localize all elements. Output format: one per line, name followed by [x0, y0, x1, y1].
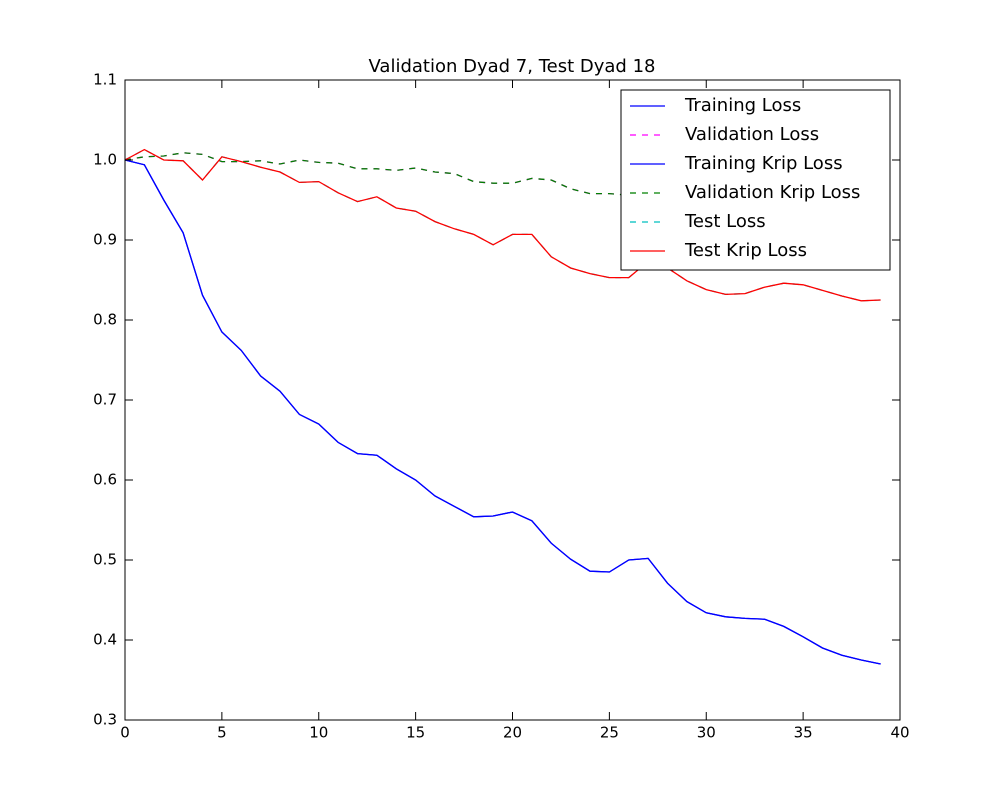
y-tick-label: 1.1	[93, 71, 117, 89]
x-tick-label: 25	[600, 724, 619, 742]
x-tick-label: 30	[697, 724, 716, 742]
line-series	[124, 148, 881, 302]
line-series	[124, 159, 881, 665]
chart-title: Validation Dyad 7, Test Dyad 18	[369, 56, 656, 77]
x-tick-label: 15	[406, 724, 425, 742]
legend: Training Loss Validation Loss Training Kri…	[620, 89, 891, 271]
legend-label: Test Loss	[684, 211, 766, 232]
y-tick-label: 1.0	[93, 151, 117, 169]
y-tick-label: 0.8	[93, 311, 117, 329]
legend-label: Test Krip Loss	[684, 240, 807, 261]
x-tick-label: 40	[890, 724, 909, 742]
y-tick-label: 0.6	[93, 471, 117, 489]
legend-label: Validation Loss	[685, 124, 819, 145]
x-tick-label: 35	[794, 724, 813, 742]
x-tick-label: 0	[120, 724, 130, 742]
legend-label: Validation Krip Loss	[685, 182, 860, 203]
y-tick-label: 0.5	[93, 551, 117, 569]
x-tick-label: 10	[309, 724, 328, 742]
y-tick-label: 0.9	[93, 231, 117, 249]
y-tick-label: 0.7	[93, 391, 117, 409]
y-tick-label: 0.4	[93, 631, 117, 649]
legend-label: Training Krip Loss	[684, 153, 843, 174]
x-tick-label: 20	[503, 724, 522, 742]
x-tick-label: 5	[217, 724, 227, 742]
legend-box	[620, 89, 891, 271]
y-tick-label: 0.3	[93, 711, 117, 729]
legend-label: Training Loss	[684, 95, 801, 116]
